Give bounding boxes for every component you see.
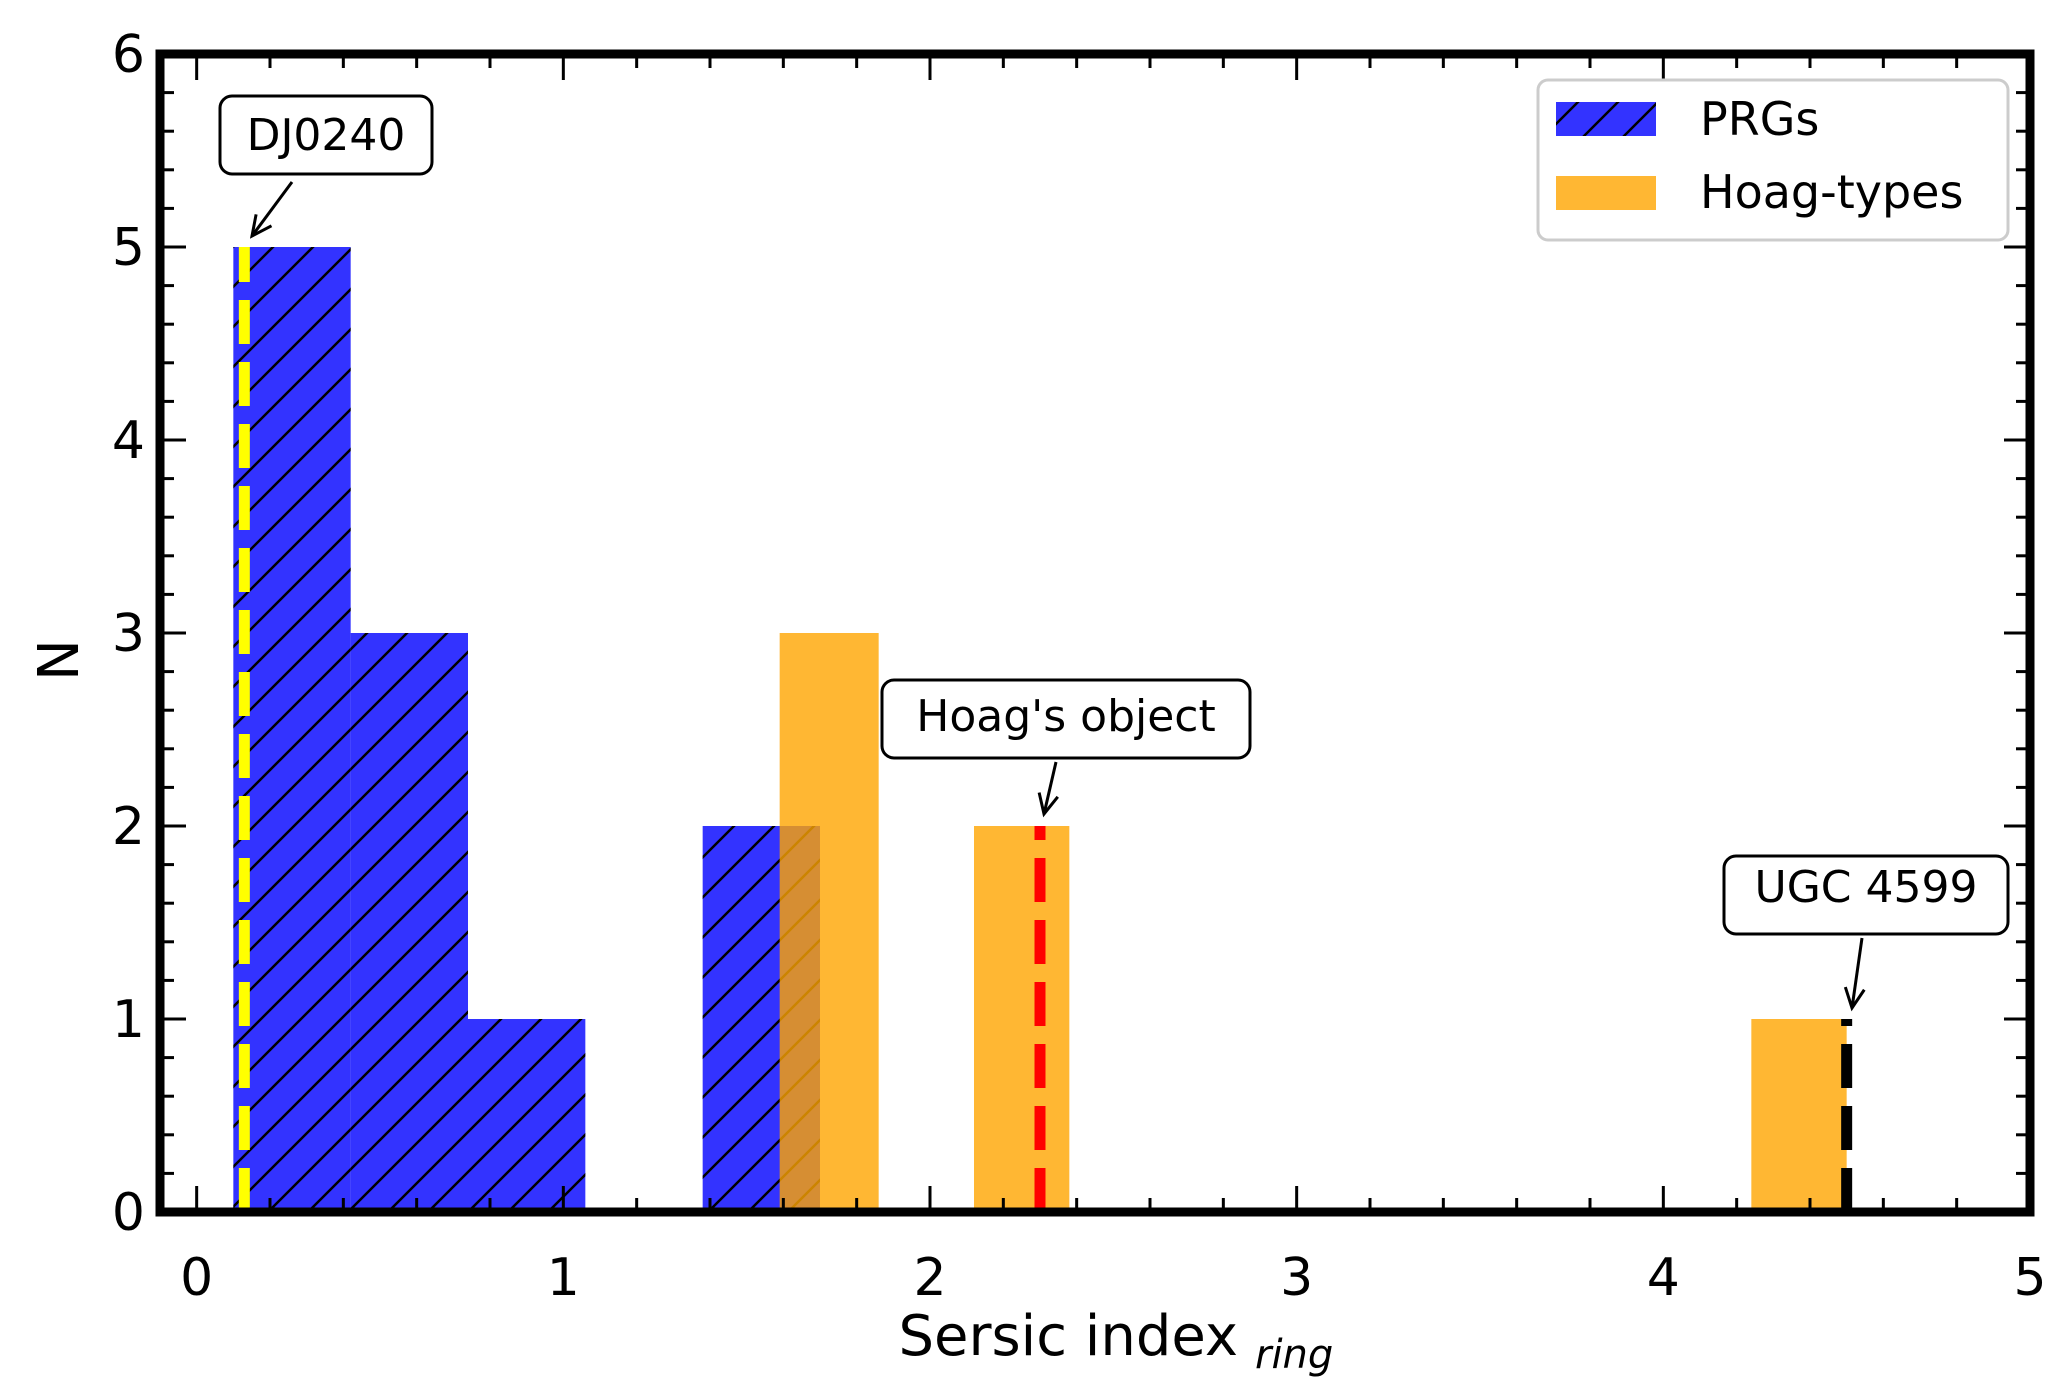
annotation-arrowhead-0 bbox=[249, 214, 273, 239]
x-tick-label: 0 bbox=[180, 1248, 213, 1308]
prg-bar-hatch-2 bbox=[468, 1019, 586, 1212]
labels-layer: 0 1 2 3 4 5 0 1 2 3 4 5 6 bbox=[112, 25, 2047, 1308]
annotation-arrow-2 bbox=[1850, 937, 1864, 1009]
hoag-bar-0 bbox=[779, 633, 879, 1212]
annotation-box-2 bbox=[1722, 854, 2010, 936]
legend-swatch-prgs-hatch bbox=[1556, 102, 1656, 136]
legend: PRGs Hoag-types bbox=[1536, 78, 2010, 242]
annotation-arrowhead-1 bbox=[1037, 792, 1059, 818]
x-tick-label: 3 bbox=[1280, 1248, 1313, 1308]
x-tick-label: 2 bbox=[913, 1248, 946, 1308]
annotation-arrowhead-2 bbox=[1843, 986, 1866, 1012]
hoag-bar-1 bbox=[974, 826, 1070, 1212]
x-axis-label: Sersic index bbox=[898, 1304, 1238, 1369]
annotation-label-2: UGC 4599 bbox=[1755, 862, 1978, 913]
legend-label-prgs: PRGs bbox=[1700, 92, 1819, 146]
bars-layer bbox=[233, 247, 1847, 1212]
y-tick-label: 1 bbox=[112, 990, 145, 1050]
annotation-label-0: DJ0240 bbox=[247, 110, 406, 161]
y-tick-label: 3 bbox=[112, 604, 145, 664]
y-tick-label: 5 bbox=[112, 218, 145, 278]
hoag-bar-2 bbox=[1751, 1019, 1847, 1212]
x-axis-label-subscript: ring bbox=[1255, 1332, 1333, 1378]
y-tick-label: 6 bbox=[112, 25, 145, 85]
x-tick-label: 5 bbox=[2013, 1248, 2046, 1308]
annotation-box-1 bbox=[880, 678, 1252, 760]
annotation-box-0 bbox=[218, 94, 434, 176]
annotations-layer: DJ0240 Hoag's object UGC 4599 bbox=[218, 94, 2010, 1012]
annotation-arrow-0 bbox=[250, 181, 294, 237]
x-tick-label: 4 bbox=[1647, 1248, 1680, 1308]
legend-label-hoag: Hoag-types bbox=[1700, 165, 1963, 219]
legend-swatch-hoag bbox=[1556, 176, 1656, 210]
prg-bar-hatch-1 bbox=[350, 633, 468, 1212]
y-tick-label: 2 bbox=[112, 797, 145, 857]
markers-layer bbox=[238, 247, 1853, 1212]
annotation-arrow-1 bbox=[1042, 761, 1058, 815]
y-axis-label: N bbox=[27, 639, 92, 681]
x-tick-label: 1 bbox=[547, 1248, 580, 1308]
annotation-label-1: Hoag's object bbox=[916, 691, 1216, 742]
y-tick-label: 0 bbox=[112, 1183, 145, 1243]
y-tick-label: 4 bbox=[112, 411, 145, 471]
prg-bar-hatch-0 bbox=[233, 247, 351, 1212]
plot-frame bbox=[155, 49, 2035, 1217]
